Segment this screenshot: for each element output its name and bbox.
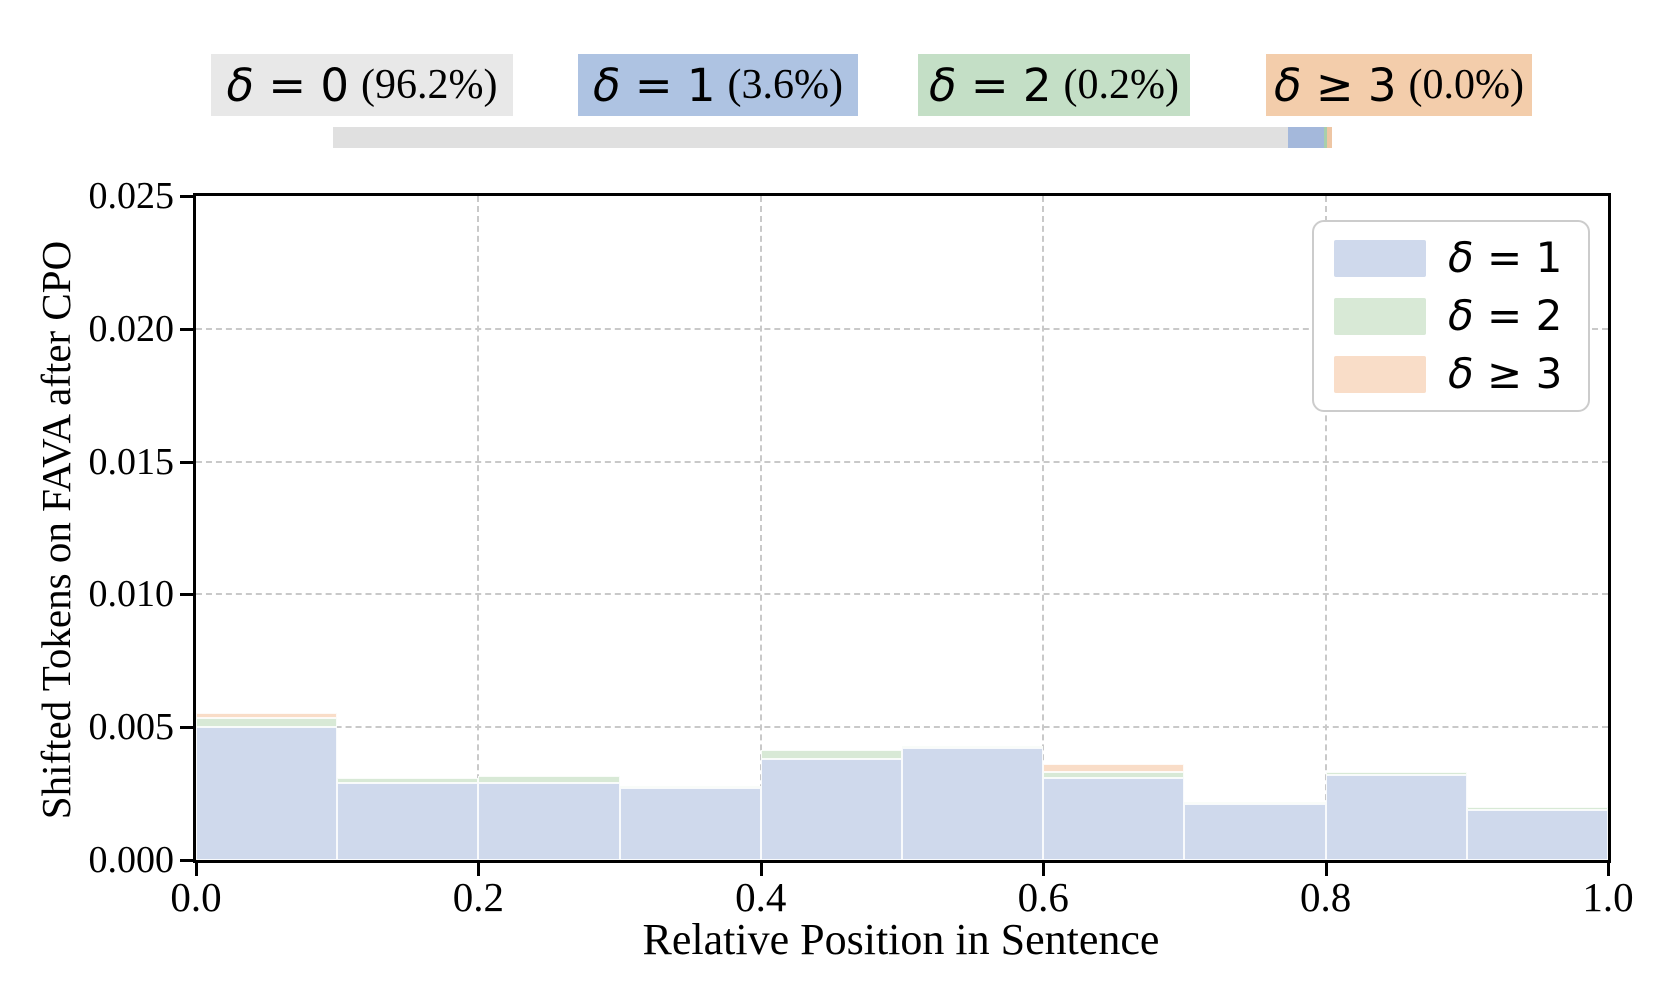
legend-label: δ = 1	[1448, 233, 1563, 282]
x-tick	[477, 863, 481, 876]
x-tick	[195, 863, 198, 876]
y-tick	[180, 859, 193, 862]
bar-segment-series2	[478, 776, 620, 783]
distribution-segment-delta-0	[333, 127, 1289, 148]
summary-percent: (3.6%)	[727, 62, 843, 108]
x-gridline	[1324, 196, 1327, 860]
x-tick	[1607, 863, 1610, 876]
distribution-segment-delta-2	[1323, 127, 1327, 148]
summary-symbol: δ = 1	[593, 58, 716, 112]
x-tick	[759, 863, 763, 876]
x-tick-label: 0.2	[452, 874, 505, 920]
legend-entry: δ = 2	[1334, 294, 1588, 338]
summary-symbol: δ = 2	[929, 58, 1052, 112]
delta-glyph: δ	[593, 58, 621, 112]
legend-entry: δ ≥ 3	[1334, 352, 1588, 396]
x-tick-label: 0.0	[170, 874, 222, 920]
summary-label-delta-1: δ = 1 (3.6%)	[578, 54, 858, 116]
bar-segment-series2	[337, 777, 479, 783]
y-tick	[180, 460, 193, 464]
bar-segment-series3	[1043, 764, 1185, 773]
x-tick-label: 0.8	[1299, 874, 1352, 920]
x-gridline	[1042, 196, 1045, 860]
bar-segment-series2	[1043, 772, 1185, 778]
y-tick-label: 0.025	[88, 175, 175, 217]
delta-glyph: δ	[1448, 233, 1474, 282]
delta-glyph: δ	[929, 58, 957, 112]
y-axis-label: Shifted Tokens on FAVA after CPO	[33, 240, 79, 820]
delta-summary-labels: δ = 0 (96.2%) δ = 1 (3.6%) δ = 2 (0.2%) δ ≥ 3(…	[0, 0, 1661, 130]
legend: δ = 1 δ = 2 δ ≥ 3	[1312, 220, 1590, 412]
summary-symbol: δ = 0	[226, 58, 350, 112]
plot-area: δ = 1 δ = 2 δ ≥ 3	[196, 196, 1608, 860]
x-gridline	[759, 196, 762, 860]
bar-segment-series3	[196, 712, 338, 718]
bar-segment-series1	[196, 727, 338, 860]
x-tick-label: 1.0	[1582, 874, 1634, 920]
legend-label: δ ≥ 3	[1448, 349, 1563, 398]
bar-segment-series1	[902, 748, 1044, 860]
y-tick	[180, 593, 193, 597]
bar-segment-series1	[1043, 777, 1185, 860]
bar-segment-series2	[760, 749, 902, 760]
summary-symbol: δ ≥ 3	[1274, 58, 1397, 112]
bar-segment-series1	[1184, 804, 1326, 860]
bar-segment-series2	[902, 745, 1044, 749]
x-tick-label: 0.4	[735, 874, 787, 920]
summary-label-delta-2: δ = 2 (0.2%)	[918, 54, 1190, 116]
delta-glyph: δ	[226, 58, 255, 112]
bar-segment-series2	[1325, 772, 1467, 776]
distribution-segment-delta-3plus	[1326, 127, 1332, 148]
y-tick-label: 0.000	[88, 839, 175, 881]
delta-glyph: δ	[1448, 349, 1474, 398]
y-gridline	[196, 726, 1608, 729]
delta-distribution-bar	[333, 127, 1332, 148]
x-axis-label: Relative Position in Sentence	[642, 915, 1160, 964]
summary-percent: (0.2%)	[1063, 62, 1179, 108]
bar-segment-series1	[1325, 775, 1467, 860]
y-tick	[180, 726, 193, 730]
bar-segment-series2	[1184, 801, 1326, 805]
delta-glyph: δ	[1448, 291, 1474, 340]
summary-label-delta-0: δ = 0 (96.2%)	[211, 54, 513, 116]
legend-label: δ = 2	[1448, 291, 1563, 340]
bar-segment-series1	[1466, 809, 1608, 860]
y-tick-label: 0.020	[88, 307, 175, 350]
delta-glyph: δ	[1274, 58, 1302, 112]
bar-segment-series2	[619, 785, 761, 789]
bar-segment-series2	[1466, 806, 1608, 810]
legend-swatch	[1334, 239, 1426, 277]
legend-entry: δ = 1	[1334, 236, 1588, 280]
x-tick	[1324, 863, 1328, 876]
bar-segment-series2	[196, 717, 338, 728]
legend-swatch	[1334, 355, 1426, 393]
summary-percent: (96.2%)	[361, 62, 498, 108]
x-tick	[1042, 863, 1046, 876]
bar-segment-series1	[619, 788, 761, 860]
y-gridline	[196, 460, 1608, 463]
y-tick	[180, 327, 193, 331]
y-gridline	[196, 327, 1608, 330]
bar-segment-series1	[337, 782, 479, 860]
y-tick-label: 0.005	[88, 706, 175, 749]
bar-segment-series1	[478, 782, 620, 860]
bar-segment-series1	[760, 759, 902, 860]
distribution-segment-delta-1	[1288, 127, 1324, 148]
y-gridline	[196, 593, 1608, 596]
y-tick-label: 0.015	[88, 440, 175, 483]
x-tick-label: 0.6	[1017, 874, 1069, 920]
y-tick	[180, 195, 193, 198]
legend-swatch	[1334, 297, 1426, 335]
x-gridline	[477, 196, 480, 860]
summary-label-delta-3plus: δ ≥ 3 (0.0%)	[1266, 54, 1532, 116]
y-tick-label: 0.010	[88, 573, 175, 616]
summary-percent: (0.0%)	[1408, 62, 1524, 108]
